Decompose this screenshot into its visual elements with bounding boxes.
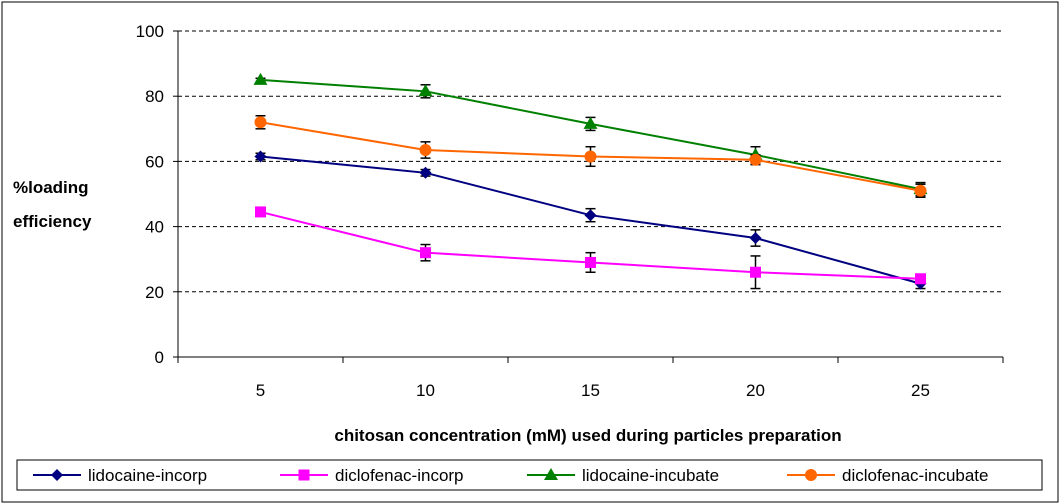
legend-label: diclofenac-incubate [842, 466, 988, 485]
gridlines [173, 30, 1004, 363]
x-tick-labels: 5 10 15 20 25 [256, 381, 930, 400]
legend-marker [805, 469, 817, 481]
y-tick-label: 0 [155, 348, 164, 367]
y-axis-label-line1: %loading [13, 178, 89, 197]
data-point-diclofenac-incorp [255, 206, 266, 218]
data-point-diclofenac-incubate [419, 143, 432, 156]
legend-item-lidocaine-incubate: lidocaine-incubate [527, 466, 719, 485]
legend-item-diclofenac-incubate: diclofenac-incubate [787, 466, 988, 485]
data-point-lidocaine-incubate [253, 72, 268, 85]
data-point-diclofenac-incubate [914, 184, 927, 197]
legend: lidocaine-incorp diclofenac-incorp lidocai… [33, 466, 988, 485]
x-tick-label: 5 [256, 381, 265, 400]
x-tick-label: 25 [911, 381, 930, 400]
data-point-diclofenac-incorp [420, 247, 431, 259]
data-point-lidocaine-incorp [419, 166, 432, 179]
y-tick-labels: 0 20 40 60 80 100 [136, 22, 164, 367]
data-point-diclofenac-incubate [584, 150, 597, 163]
x-axis-label: chitosan concentration (mM) used during … [334, 426, 841, 445]
legend-item-diclofenac-incorp: diclofenac-incorp [280, 466, 464, 485]
x-tick-label: 15 [581, 381, 600, 400]
data-point-diclofenac-incorp [750, 266, 761, 278]
y-tick-label: 20 [145, 283, 164, 302]
data-point-lidocaine-incubate [418, 84, 433, 97]
y-axis-label-line2: efficiency [13, 212, 92, 231]
data-point-diclofenac-incubate [749, 153, 762, 166]
data-point-lidocaine-incorp [584, 209, 597, 222]
y-tick-label: 80 [145, 87, 164, 106]
legend-label: lidocaine-incubate [582, 466, 719, 485]
data-point-lidocaine-incubate [583, 116, 598, 129]
series-diclofenac-incorp [255, 206, 926, 290]
series-diclofenac-incubate [254, 115, 927, 199]
data-point-diclofenac-incubate [254, 116, 267, 129]
x-tick-label: 10 [416, 381, 435, 400]
data-point-lidocaine-incorp [254, 150, 267, 163]
y-tick-label: 60 [145, 152, 164, 171]
y-tick-label: 40 [145, 218, 164, 237]
data-point-diclofenac-incorp [585, 256, 596, 268]
legend-marker [298, 469, 310, 481]
y-tick-label: 100 [136, 22, 164, 41]
series-group [253, 72, 928, 290]
legend-label: diclofenac-incorp [335, 466, 464, 485]
data-point-lidocaine-incorp [749, 232, 762, 245]
legend-marker [51, 469, 63, 481]
legend-item-lidocaine-incorp: lidocaine-incorp [33, 466, 207, 485]
legend-label: lidocaine-incorp [88, 466, 207, 485]
data-point-diclofenac-incorp [915, 273, 926, 285]
legend-marker [544, 468, 558, 480]
x-tick-label: 20 [746, 381, 765, 400]
